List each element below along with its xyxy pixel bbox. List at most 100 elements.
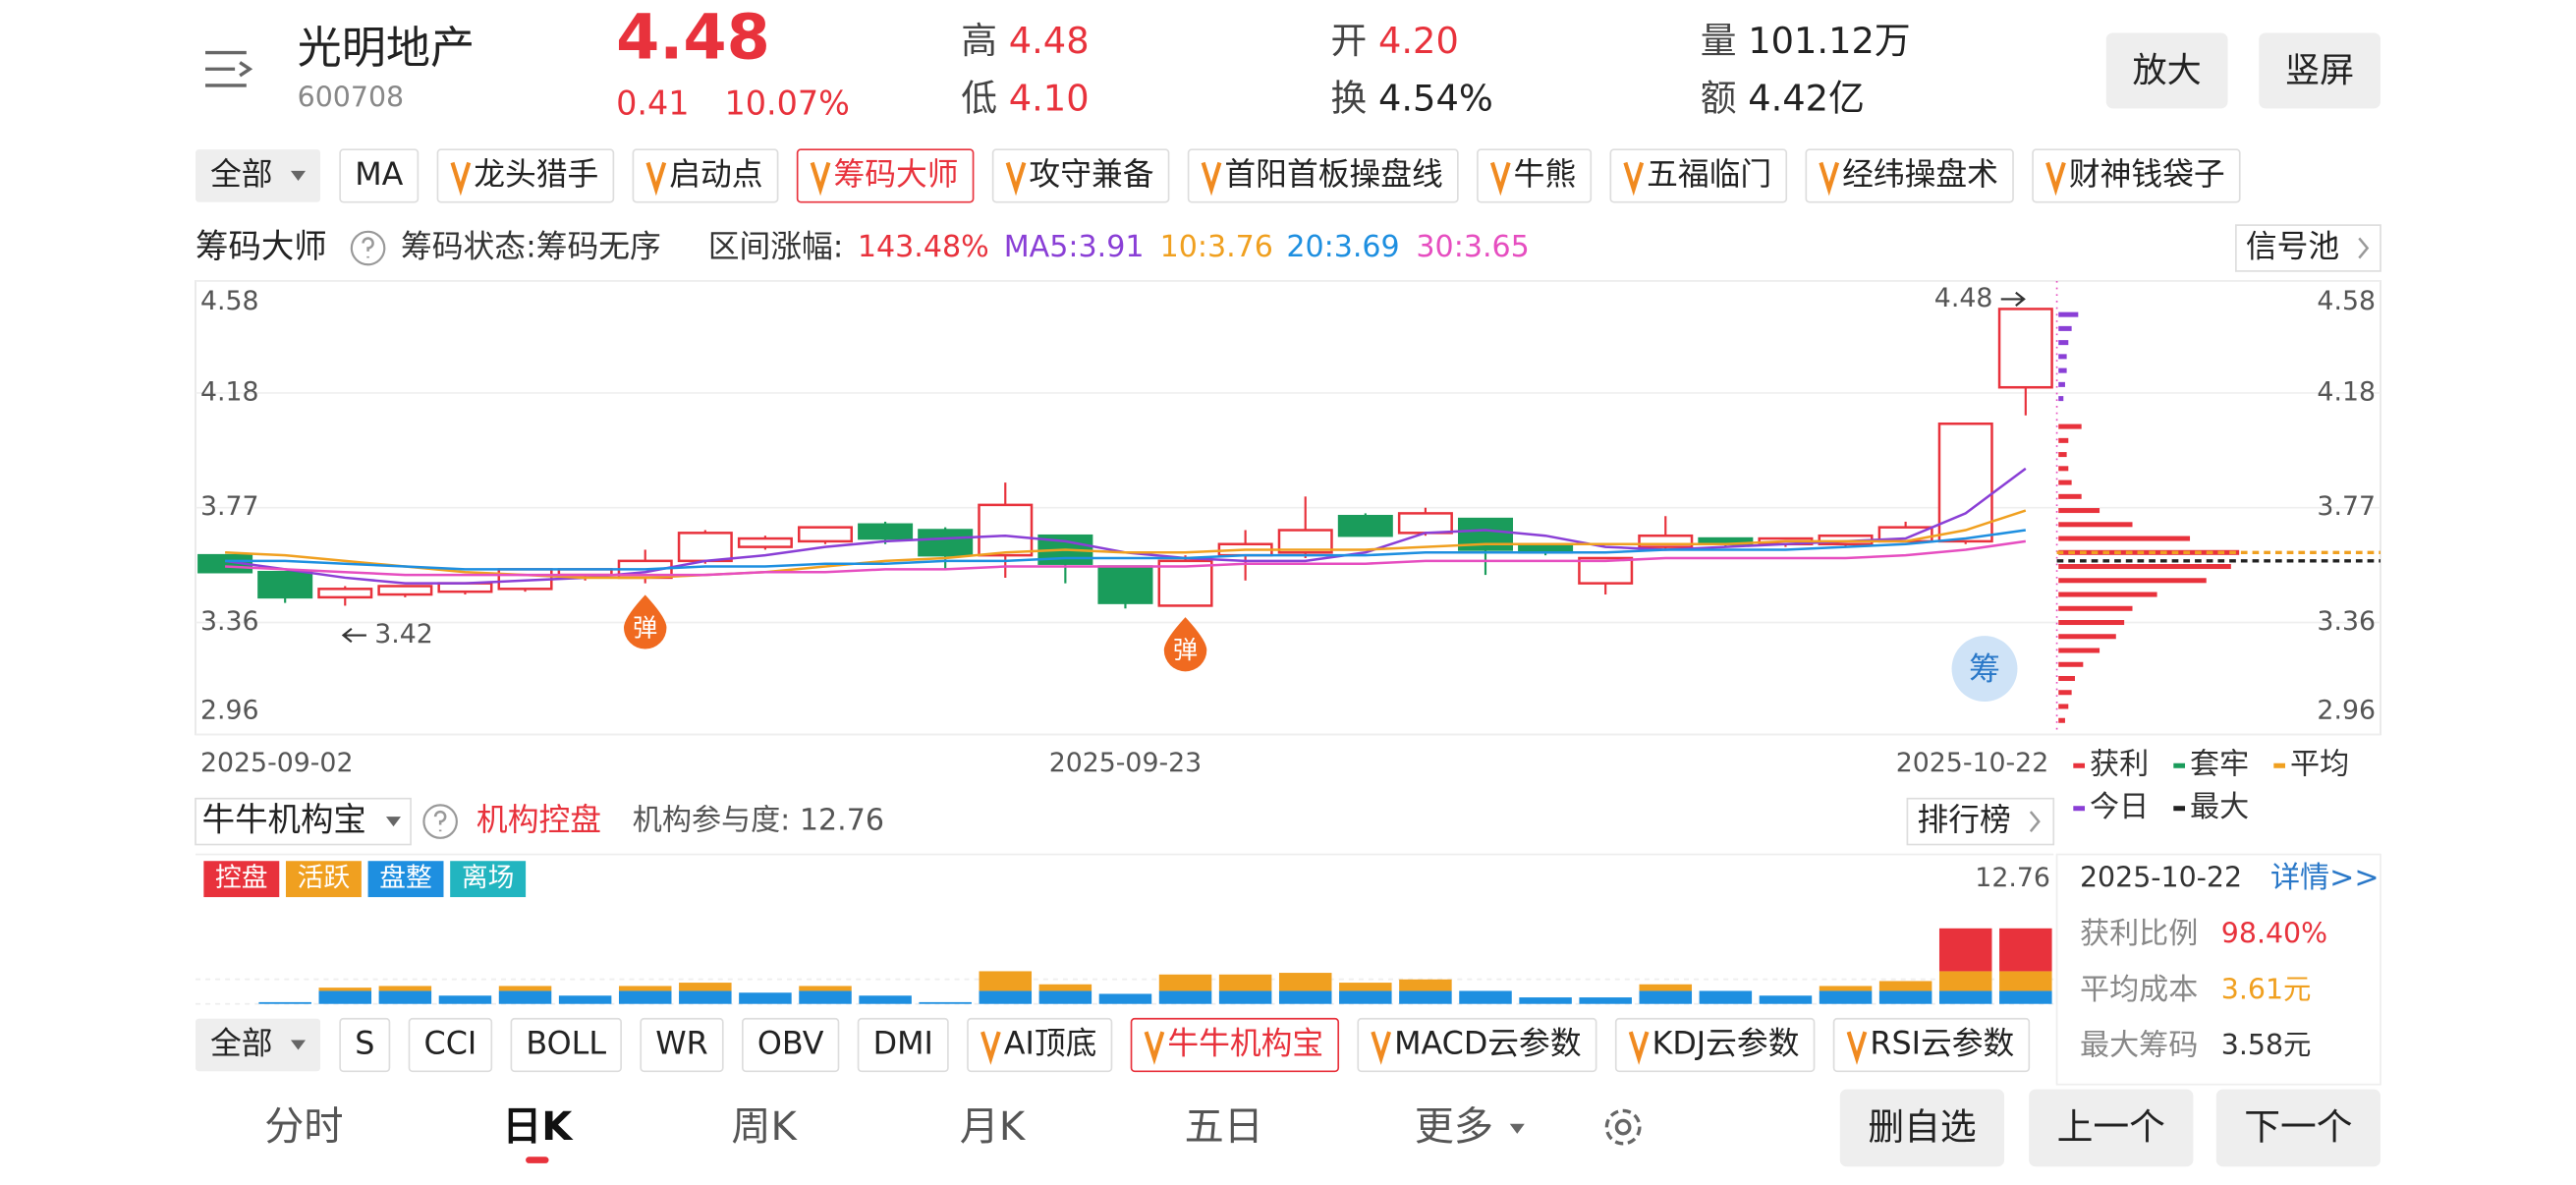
tab[interactable]: BOLL: [510, 1017, 622, 1073]
nav-tab[interactable]: 周K: [731, 1104, 798, 1150]
inst-bar: [1999, 990, 2052, 1004]
help-mark: [433, 810, 447, 832]
tab[interactable]: AI顶底: [967, 1017, 1113, 1073]
inst-bar: [258, 1001, 311, 1004]
tab-bg: [857, 1017, 949, 1073]
tab[interactable]: OBV: [742, 1017, 840, 1073]
tab[interactable]: CCI: [408, 1017, 493, 1073]
stock-code: 600708: [298, 81, 404, 113]
tab[interactable]: MA: [339, 148, 420, 203]
inst-title: 机构控盘: [476, 803, 601, 838]
stat-label: 高: [961, 20, 997, 62]
tab[interactable]: 攻守兼备: [991, 148, 1170, 203]
y-tick-label: 3.36: [2317, 606, 2376, 637]
tab[interactable]: 全部: [195, 1018, 321, 1072]
settings-icon[interactable]: [1604, 1108, 1642, 1146]
chip-bar-profit: [2058, 466, 2069, 472]
tab[interactable]: WR: [640, 1017, 724, 1073]
chip-bar-today: [2058, 325, 2072, 331]
y-tick-label: 4.18: [2317, 376, 2376, 407]
inst-bar: [1938, 971, 1992, 991]
tab[interactable]: RSI云参数: [1832, 1017, 2031, 1073]
inst-bar: [1038, 984, 1092, 991]
nav-button[interactable]: 下一个: [2215, 1089, 2381, 1167]
nav-tab[interactable]: 日K: [502, 1104, 574, 1163]
tab[interactable]: DMI: [857, 1017, 949, 1073]
help-icon: [422, 804, 458, 839]
tab[interactable]: 龙头猎手: [436, 148, 615, 203]
info-link[interactable]: 详情>>: [2270, 861, 2380, 895]
tag-label: 控盘: [215, 863, 268, 893]
tab-label: 龙头猎手: [474, 157, 598, 193]
candle-body: [677, 532, 733, 563]
y-tick-label: 2.96: [200, 696, 259, 726]
nav-tab[interactable]: 月K: [960, 1104, 1027, 1150]
inst-bar: [378, 986, 432, 991]
nav-tab[interactable]: 五日: [1185, 1104, 1263, 1150]
nav-button[interactable]: 上一个: [2029, 1089, 2194, 1167]
tab-label: 财神钱袋子: [2069, 157, 2225, 193]
tab[interactable]: 牛牛机构宝: [1130, 1017, 1340, 1073]
nav-tab[interactable]: 分时: [264, 1104, 343, 1150]
v-icon: [1489, 161, 1511, 197]
tab-bg: [796, 148, 975, 203]
tab-bg: [991, 148, 1170, 203]
inst-bar: [318, 990, 372, 1004]
signal-button[interactable]: 信号池: [2235, 224, 2381, 272]
tab[interactable]: 牛熊: [1477, 148, 1593, 203]
tab[interactable]: 五福临门: [1609, 148, 1788, 203]
candle-body: [797, 526, 854, 543]
info-label: 最大筹码: [2080, 1029, 2198, 1063]
price-change: 0.41: [616, 85, 689, 123]
legend-label: 套牢: [2190, 748, 2249, 782]
tab-label: 筹码大师: [833, 157, 958, 193]
nav-button[interactable]: 删自选: [1839, 1089, 2005, 1167]
ma-label: 20:3.69: [1286, 230, 1399, 264]
info-label: 获利比例: [2080, 917, 2198, 951]
chip-bar-today: [2058, 311, 2079, 317]
inst-bar: [318, 988, 372, 991]
tab[interactable]: KDJ云参数: [1614, 1017, 1816, 1073]
tab[interactable]: MACD云参数: [1357, 1017, 1597, 1073]
chip-bar-profit: [2058, 522, 2133, 528]
tab[interactable]: S: [339, 1017, 391, 1073]
ma-label: 30:3.65: [1416, 230, 1529, 264]
tab[interactable]: 筹码大师: [796, 148, 975, 203]
menu-icon[interactable]: [205, 50, 253, 87]
tab-label: DMI: [873, 1027, 933, 1062]
tab[interactable]: 全部: [195, 149, 321, 202]
inst-bar: [979, 971, 1033, 991]
chip-button-bg: [1951, 636, 2018, 703]
tab-bg: [1805, 148, 2014, 203]
inst-bar: [1399, 979, 1452, 991]
inst-bar: [1819, 986, 1873, 991]
tab-label: S: [355, 1027, 374, 1062]
candle-body: [1578, 556, 1634, 585]
y-tick-label: 4.18: [200, 376, 259, 407]
rank-button[interactable]: 排行榜: [1906, 797, 2055, 846]
candle-body: [1638, 534, 1694, 548]
header-button[interactable]: 竖屏: [2259, 32, 2381, 109]
tab[interactable]: 财神钱袋子: [2032, 148, 2241, 203]
range-value: 143.48%: [858, 230, 989, 264]
tab[interactable]: 启动点: [632, 148, 779, 203]
tab[interactable]: 经纬操盘术: [1805, 148, 2014, 203]
inst-bar: [1999, 971, 2052, 991]
tab-bg: [436, 148, 615, 203]
chip-bar-profit: [2058, 605, 2133, 611]
chip-bar-profit: [2058, 437, 2069, 443]
inst-bar: [1038, 990, 1092, 1004]
inst-bar: [679, 990, 732, 1004]
selector[interactable]: 牛牛机构宝: [195, 797, 412, 846]
tab[interactable]: 首阳首板操盘线: [1187, 148, 1459, 203]
nav-tab[interactable]: 更多: [1415, 1104, 1525, 1150]
x-tick-label: 2025-10-22: [1896, 748, 2048, 778]
inst-bar: [1218, 974, 1272, 991]
chip-button[interactable]: 筹: [1951, 636, 2018, 703]
legend-swatch: [2073, 806, 2086, 812]
chevron: [2029, 811, 2041, 832]
inst-bar: [739, 992, 792, 1004]
tab-label: KDJ云参数: [1652, 1027, 1800, 1062]
header-button[interactable]: 放大: [2105, 32, 2228, 109]
